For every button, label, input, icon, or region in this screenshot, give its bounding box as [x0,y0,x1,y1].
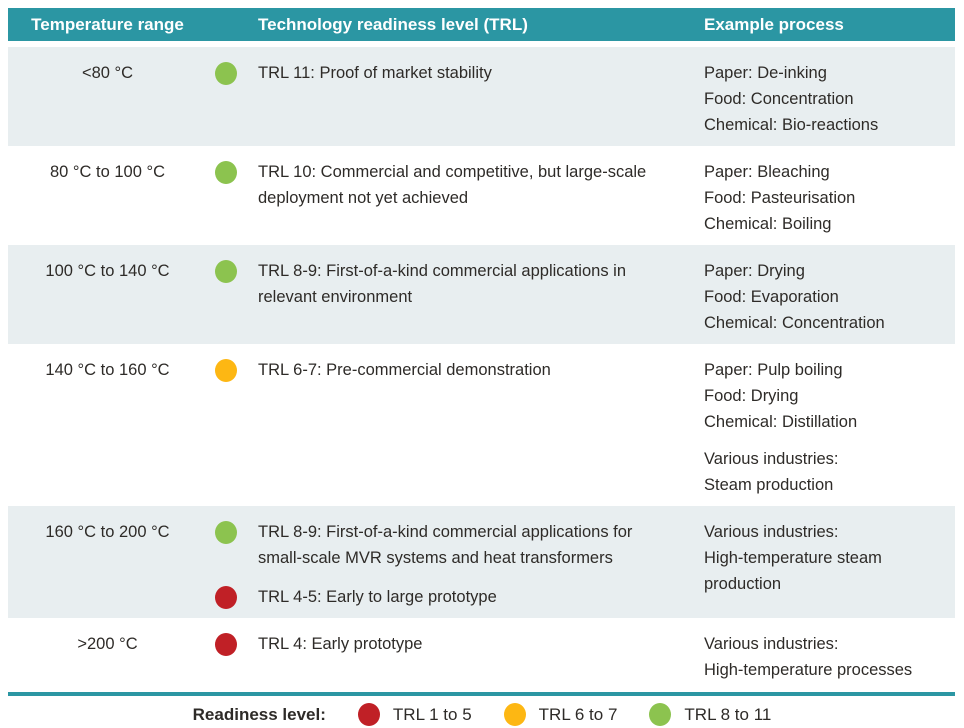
trl-cell: TRL 11: Proof of market stability [207,60,695,138]
readiness-dot-yellow [503,703,526,726]
legend-label: Readiness level: [192,704,326,724]
examples-cell: Paper: Drying Food: Evaporation Chemical: … [695,258,955,336]
readiness-dot-green [649,703,672,726]
trl-description: TRL 4-5: Early to large prototype [258,588,497,606]
example-line: High-temperature processes [704,661,913,679]
table-row: 140 °C to 160 °C TRL 6-7: Pre-commercial … [8,344,955,506]
readiness-dot-green [215,161,237,184]
example-line: Steam production [704,476,834,494]
example-group: Paper: Bleaching Food: Pasteurisation Chem… [704,159,955,237]
trl-entry: TRL 4-5: Early to large prototype [207,584,695,610]
examples-cell: Paper: Bleaching Food: Pasteurisation Chem… [695,159,955,237]
table-row: 100 °C to 140 °C TRL 8-9: First-of-a-kind… [8,245,955,344]
examples-cell: Paper: Pulp boiling Food: Drying Chemical:… [695,357,955,498]
example-line: Chemical: Boiling [704,215,832,233]
example-line: Chemical: Bio-reactions [704,116,879,134]
readiness-legend: Readiness level: TRL 1 to 5 TRL 6 to 7 TRL… [0,696,964,726]
header-technology-readiness-level: Technology readiness level (TRL) [258,14,528,34]
readiness-dot-red [215,586,237,609]
temperature-range: 80 °C to 100 °C [49,163,165,181]
trl-cell: TRL 4: Early prototype [207,631,695,683]
example-line: Chemical: Distillation [704,413,858,431]
trl-table: Temperature range Technology readiness l… [8,8,955,691]
trl-description: TRL 11: Proof of market stability [258,64,492,82]
trl-entry: TRL 8-9: First-of-a-kind commercial appl… [207,519,695,571]
examples-cell: Various industries: High-temperature proc… [695,631,955,683]
example-line: High-temperature steam [704,549,882,567]
table-row: 80 °C to 100 °C TRL 10: Commercial and co… [8,146,955,245]
table-body: <80 °C TRL 11: Proof of market stability P… [8,47,955,691]
table-row: >200 °C TRL 4: Early prototype Various ind… [8,618,955,691]
temperature-range: 140 °C to 160 °C [45,361,170,379]
example-line: Paper: Pulp boiling [704,361,843,379]
trl-entry: TRL 8-9: First-of-a-kind commercial appl… [207,258,695,310]
header-temperature-range: Temperature range [31,14,184,34]
example-group: Paper: Drying Food: Evaporation Chemical: … [704,258,955,336]
legend-item: TRL 8 to 11 [649,703,771,726]
trl-description: TRL 10: Commercial and competitive, but … [258,163,647,207]
trl-description: TRL 8-9: First-of-a-kind commercial appl… [258,262,627,306]
trl-description: TRL 8-9: First-of-a-kind commercial appl… [258,523,633,567]
trl-cell: TRL 8-9: First-of-a-kind commercial appl… [207,519,695,610]
trl-cell: TRL 10: Commercial and competitive, but … [207,159,695,237]
footer-divider-line [8,692,955,696]
temperature-range: >200 °C [77,635,138,653]
readiness-dot-yellow [215,359,237,382]
temperature-range: 100 °C to 140 °C [45,262,170,280]
legend-item-label: TRL 6 to 7 [538,704,618,724]
example-line: production [704,575,782,593]
trl-cell: TRL 6-7: Pre-commercial demonstration [207,357,695,498]
example-line: Various industries: [704,635,839,653]
example-group: Various industries: High-temperature stea… [704,519,955,597]
table-header-row: Temperature range Technology readiness l… [8,8,955,41]
example-line: Paper: Bleaching [704,163,830,181]
legend-item-label: TRL 8 to 11 [684,704,772,724]
table-row: <80 °C TRL 11: Proof of market stability P… [8,47,955,146]
example-group: Paper: Pulp boiling Food: Drying Chemical:… [704,357,955,435]
example-line: Paper: De-inking [704,64,827,82]
readiness-dot-red [215,633,237,656]
trl-entry: TRL 6-7: Pre-commercial demonstration [207,357,695,383]
legend-item-label: TRL 1 to 5 [392,704,472,724]
example-line: Various industries: [704,450,839,468]
examples-cell: Various industries: High-temperature stea… [695,519,955,610]
table-row: 160 °C to 200 °C TRL 8-9: First-of-a-kind… [8,506,955,618]
legend-items: TRL 1 to 5 TRL 6 to 7 TRL 8 to 11 [326,703,771,726]
trl-entry: TRL 4: Early prototype [207,631,695,657]
temperature-range: 160 °C to 200 °C [45,523,170,541]
example-group: Various industries: Steam production [704,446,955,498]
examples-cell: Paper: De-inking Food: Concentration Chemi… [695,60,955,138]
trl-entry: TRL 11: Proof of market stability [207,60,695,86]
trl-cell: TRL 8-9: First-of-a-kind commercial appl… [207,258,695,336]
example-line: Food: Concentration [704,90,854,108]
temperature-range: <80 °C [81,64,134,82]
example-line: Food: Drying [704,387,799,405]
trl-entry: TRL 10: Commercial and competitive, but … [207,159,695,211]
readiness-dot-green [215,62,237,85]
example-line: Various industries: [704,523,839,541]
legend-item: TRL 6 to 7 [503,703,618,726]
example-group: Various industries: High-temperature proc… [704,631,955,683]
legend-item: TRL 1 to 5 [357,703,472,726]
header-example-process: Example process [704,14,844,34]
trl-description: TRL 4: Early prototype [258,635,423,653]
readiness-dot-green [215,521,237,544]
readiness-dot-red [357,703,380,726]
example-group: Paper: De-inking Food: Concentration Chemi… [704,60,955,138]
example-line: Food: Evaporation [704,288,839,306]
trl-description: TRL 6-7: Pre-commercial demonstration [258,361,551,379]
example-line: Chemical: Concentration [704,314,885,332]
example-line: Food: Pasteurisation [704,189,856,207]
example-line: Paper: Drying [704,262,805,280]
readiness-dot-green [215,260,237,283]
